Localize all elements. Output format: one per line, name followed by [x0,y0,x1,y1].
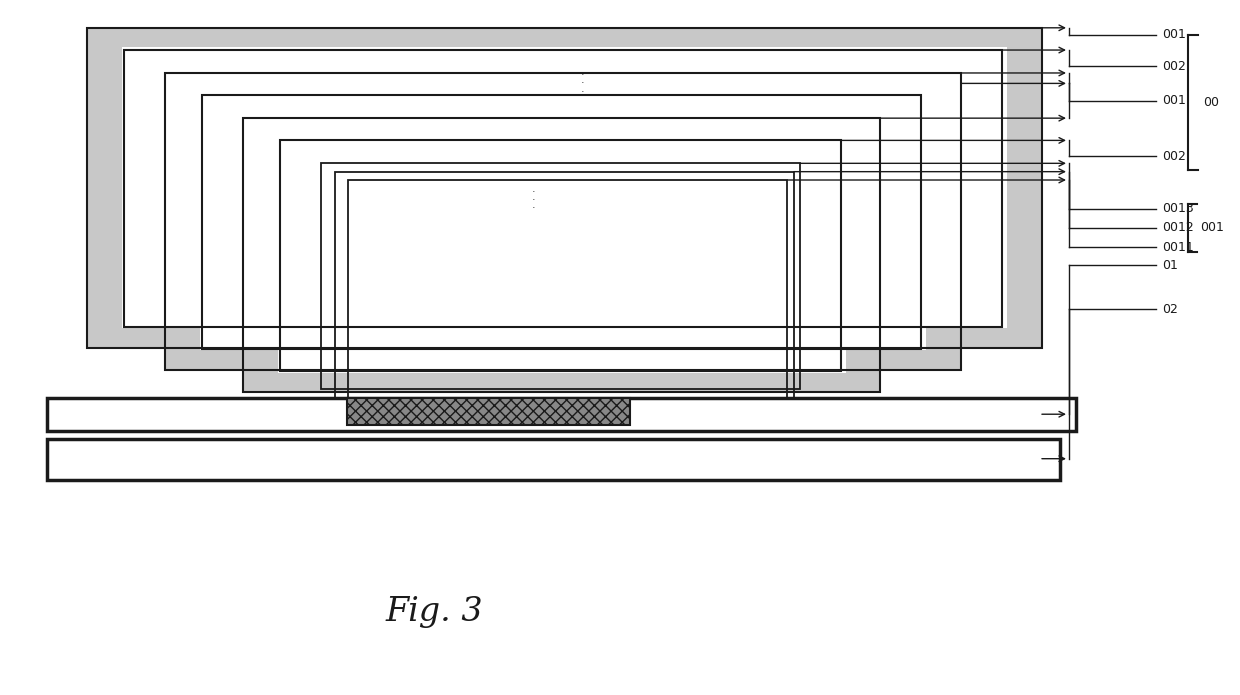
Bar [348,180,787,406]
Bar [347,398,630,425]
Text: 0011: 0011 [1162,241,1194,254]
Bar [243,118,880,392]
Bar [165,73,961,370]
Bar [122,47,1007,328]
Text: Fig. 3: Fig. 3 [386,596,482,628]
Text: 002: 002 [1162,60,1185,72]
Bar [280,140,841,371]
Text: 01: 01 [1162,259,1178,272]
Text: 02: 02 [1162,303,1178,316]
Text: ·
·
·: · · · [582,70,584,97]
Bar [321,163,800,389]
Bar [335,172,794,398]
Text: 001: 001 [1162,28,1185,41]
Text: 001: 001 [1200,222,1224,234]
Text: 001: 001 [1162,95,1185,107]
Bar [202,95,921,349]
Bar [200,92,926,350]
Bar [165,73,961,370]
Bar [278,138,846,373]
Bar [87,28,1042,348]
Text: 0012: 0012 [1162,222,1194,234]
Bar [243,118,880,392]
Bar [47,439,1060,480]
Text: 00: 00 [1203,96,1219,109]
Bar [87,28,1042,348]
Text: ·
·
·: · · · [532,187,534,213]
Text: 002: 002 [1162,150,1185,163]
Bar [47,398,1076,431]
Bar [124,50,1002,327]
Text: 0013: 0013 [1162,202,1194,215]
